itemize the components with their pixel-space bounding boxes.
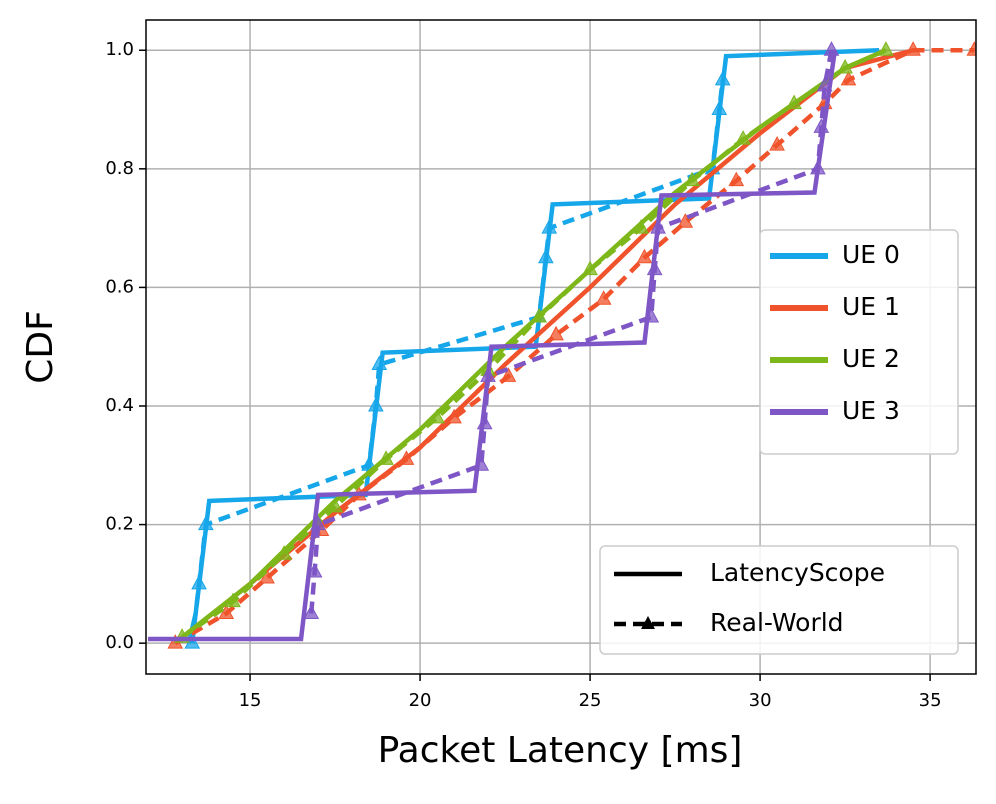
legend-label: UE 2 — [842, 344, 900, 373]
triangle-marker — [840, 70, 857, 86]
y-tick-label: 0.2 — [105, 514, 134, 535]
style-legend-label: LatencyScope — [710, 558, 885, 587]
y-tick-label: 1.0 — [105, 39, 134, 60]
triangle-marker — [259, 568, 275, 584]
triangle-marker — [677, 213, 694, 228]
latencyscope-line — [148, 49, 838, 642]
triangle-marker — [303, 604, 320, 620]
legend-label: UE 3 — [842, 396, 900, 425]
style-marker — [641, 616, 655, 629]
triangle-marker — [769, 136, 785, 151]
latencyscope-line — [186, 47, 880, 644]
triangle-marker — [966, 41, 976, 56]
y-tick-label: 0.6 — [105, 276, 134, 297]
style-legend-box — [599, 545, 959, 655]
triangle-marker — [595, 290, 612, 305]
x-tick-label: 15 — [239, 690, 262, 711]
triangle-marker — [500, 367, 517, 382]
y-tick-label: 0.0 — [105, 632, 134, 653]
triangle-marker — [548, 325, 564, 341]
legend-box — [759, 229, 959, 455]
style-legend-label: Real-World — [710, 608, 844, 637]
plot — [148, 41, 976, 649]
legend-label: UE 0 — [842, 240, 900, 269]
plot-frame — [145, 19, 977, 675]
real-world-line — [190, 79, 725, 644]
latencyscope-line — [180, 48, 887, 640]
y-axis-label: CDF — [20, 310, 61, 384]
triangle-marker — [636, 248, 653, 264]
x-tick-label: 35 — [919, 690, 942, 711]
triangle-marker — [218, 604, 235, 620]
x-tick-label: 25 — [579, 690, 602, 711]
triangle-marker — [728, 171, 745, 187]
x-tick-label: 30 — [749, 690, 772, 711]
x-tick-label: 20 — [409, 690, 432, 711]
y-tick-label: 0.8 — [105, 158, 134, 179]
legend-label: UE 1 — [842, 292, 900, 321]
x-axis-label: Packet Latency [ms] — [378, 730, 743, 771]
y-tick-label: 0.4 — [105, 395, 134, 416]
